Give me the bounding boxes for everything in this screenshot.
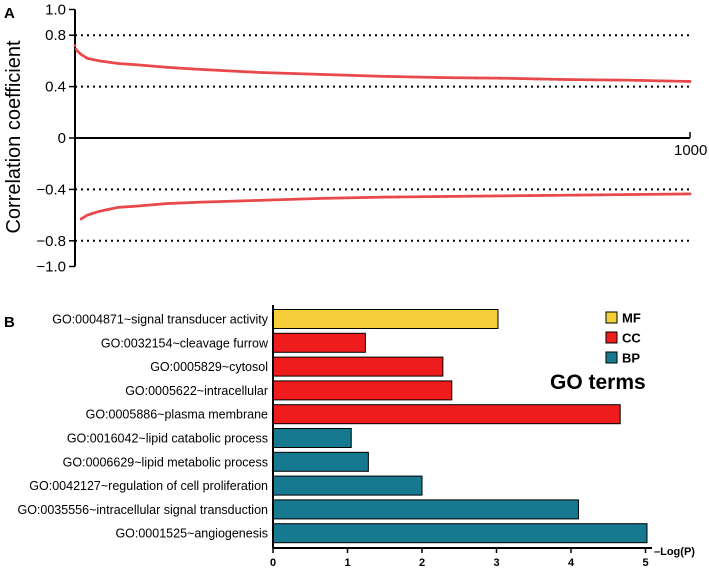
legend-label: BP bbox=[622, 351, 640, 366]
y-tick-label: 0.8 bbox=[45, 27, 66, 44]
legend-swatch bbox=[605, 351, 618, 364]
y-tick-label: −0.4 bbox=[36, 181, 66, 198]
bar bbox=[272, 356, 444, 377]
x-tick-label: 2 bbox=[419, 557, 425, 568]
category-label: GO:0016042~lipid catabolic process bbox=[67, 432, 268, 446]
bar bbox=[272, 332, 366, 353]
y-tick-label: −0.8 bbox=[36, 233, 66, 250]
x-tick-label: 0 bbox=[270, 557, 276, 568]
category-label: GO:0035556~intracellular signal transduc… bbox=[17, 503, 268, 517]
panel-a-points bbox=[73, 44, 692, 221]
legend-label: MF bbox=[622, 311, 641, 326]
x-tick-label: 3 bbox=[493, 557, 499, 568]
x-tick-label: 1000 bbox=[674, 142, 707, 159]
panel-b-x-axis-label: –Log(P) bbox=[654, 546, 695, 558]
legend-swatch bbox=[605, 331, 618, 344]
legend-swatch bbox=[605, 311, 618, 324]
legend-title: GO terms bbox=[550, 371, 646, 394]
panel-a: A Correlation coefficient 1.0 0.8 0.4 0 −0.4… bbox=[3, 2, 707, 276]
bar bbox=[272, 451, 369, 472]
category-label: GO:0006629~lipid metabolic process bbox=[63, 455, 268, 469]
y-tick-label: 0.4 bbox=[45, 79, 66, 96]
panel-b-axes bbox=[272, 305, 652, 549]
x-tick-label: 4 bbox=[568, 557, 575, 568]
bar bbox=[272, 428, 352, 448]
bar bbox=[272, 309, 499, 329]
panel-a-axes bbox=[74, 9, 691, 267]
panel-b-bars bbox=[272, 309, 648, 544]
bar bbox=[272, 380, 453, 401]
category-label: GO:0001525~angiogenesis bbox=[115, 527, 268, 541]
data-point bbox=[688, 192, 692, 196]
category-label: GO:0004871~signal transducer activity bbox=[52, 313, 268, 327]
category-label: GO:0042127~regulation of cell proliferat… bbox=[29, 479, 268, 493]
data-point bbox=[688, 80, 692, 83]
category-label: GO:0005886~plasma membrane bbox=[86, 408, 268, 422]
y-tick-label: −1.0 bbox=[36, 259, 66, 276]
panel-b: B GO:0004871~signal transducer activityG… bbox=[4, 305, 695, 568]
y-tick-label: 0 bbox=[58, 130, 66, 147]
bar bbox=[272, 523, 648, 544]
panel-a-label: A bbox=[4, 5, 15, 22]
reference-lines bbox=[75, 34, 690, 242]
y-tick-label: 1.0 bbox=[45, 2, 66, 19]
panel-b-label: B bbox=[4, 314, 15, 331]
bar bbox=[272, 475, 423, 496]
data-point bbox=[73, 44, 77, 47]
panel-a-y-ticks: 1.0 0.8 0.4 0 −0.4 −0.8 −1.0 bbox=[36, 2, 75, 276]
x-tick-label: 5 bbox=[642, 557, 648, 568]
bar bbox=[272, 499, 579, 520]
panel-a-x-ticks: 1000 bbox=[674, 142, 707, 159]
legend: GO terms MF CC BP bbox=[550, 311, 646, 395]
x-tick-label: 1 bbox=[344, 557, 350, 568]
panel-b-x-ticks: 0 1 2 3 4 5 bbox=[270, 548, 649, 568]
panel-b-category-labels: GO:0004871~signal transducer activity GO:… bbox=[17, 313, 268, 541]
legend-label: CC bbox=[622, 331, 641, 346]
category-label: GO:0005829~cytosol bbox=[150, 360, 268, 374]
bar bbox=[272, 404, 621, 425]
category-label: GO:0032154~cleavage furrow bbox=[101, 336, 269, 350]
category-label: GO:0005622~intracellular bbox=[125, 384, 268, 398]
panel-a-y-axis-label: Correlation coefficient bbox=[3, 40, 25, 234]
